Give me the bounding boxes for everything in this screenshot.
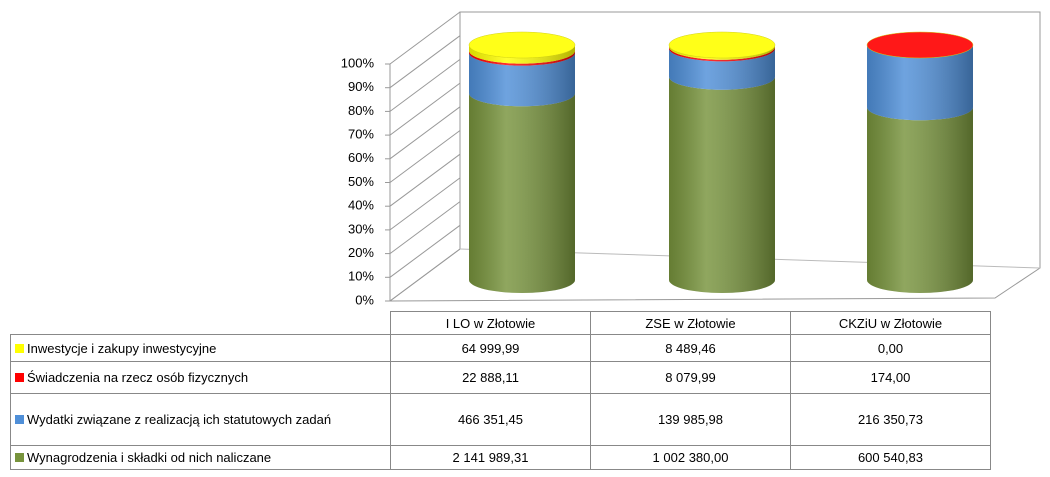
table-header: CKZiU w Złotowie [790, 311, 991, 335]
legend-key [15, 415, 24, 424]
grid-line [389, 224, 461, 278]
grid-line [389, 130, 461, 183]
cylinder-top [668, 31, 776, 59]
table-value: 466 351,45 [390, 393, 591, 446]
table-value: 8 489,46 [590, 334, 791, 362]
table-value: 600 540,83 [790, 445, 991, 470]
cylinder-shade [669, 45, 775, 293]
grid-line [389, 35, 461, 89]
legend-key [15, 373, 24, 382]
grid-line [389, 106, 461, 160]
y-tick-label: 70% [348, 127, 374, 142]
cell-text: 1 002 380,00 [652, 450, 729, 465]
grid-line [389, 153, 461, 207]
legend-label: Wynagrodzenia i składki od nich naliczan… [27, 450, 272, 465]
y-tick-label: 90% [348, 79, 374, 94]
legend-key [15, 453, 24, 462]
legend-cell: Inwestycje i zakupy inwestycyjne [10, 334, 391, 362]
cell-text: 174,00 [870, 370, 911, 385]
table-value: 139 985,98 [590, 393, 791, 446]
y-tick-label: 80% [348, 103, 374, 118]
grid-line [389, 82, 461, 136]
table-value: 174,00 [790, 361, 991, 394]
cylinder-top [468, 31, 576, 59]
cell-text: 22 888,11 [462, 370, 519, 385]
y-tick-label: 60% [348, 150, 374, 165]
cell-text: 216 350,73 [857, 412, 924, 427]
cell-text: 139 985,98 [657, 412, 724, 427]
grid-line [389, 58, 461, 112]
table-value: 64 999,99 [390, 334, 591, 362]
grid-line [389, 201, 461, 255]
legend-label: Wydatki związane z realizacją ich statut… [27, 412, 332, 427]
cylinder-shade [469, 45, 575, 293]
legend-cell: Świadczenia na rzecz osób fizycznych [10, 361, 391, 394]
grid-line [389, 177, 461, 231]
y-tick-label: 20% [348, 245, 374, 260]
table-header: ZSE w Złotowie [590, 311, 791, 335]
y-tick-label: 0% [355, 292, 374, 307]
grid-line [389, 248, 461, 302]
cell-text: CKZiU w Złotowie [838, 315, 943, 331]
table-value: 1 002 380,00 [590, 445, 791, 470]
legend-key [15, 343, 24, 353]
y-tick-label: 30% [348, 221, 374, 236]
cylinder [468, 31, 576, 293]
cell-text: 2 141 989,31 [452, 450, 529, 465]
legend-cell: Wynagrodzenia i składki od nich naliczan… [10, 445, 391, 470]
cylinder [866, 31, 974, 293]
cylinder-top [866, 31, 974, 59]
cell-text: 0,00 [877, 340, 904, 356]
legend-label: Inwestycje i zakupy inwestycyjne [27, 340, 217, 356]
y-tick-label: 10% [348, 269, 374, 284]
cell-text: I LO w Złotowie [445, 315, 536, 331]
cylinder-shade [867, 45, 973, 293]
cylinder [668, 31, 776, 293]
cell-text: ZSE w Złotowie [645, 315, 736, 331]
y-tick-label: 100% [341, 55, 375, 70]
table-value: 2 141 989,31 [390, 445, 591, 470]
cell-text: 8 079,99 [665, 370, 716, 385]
table-header: I LO w Złotowie [390, 311, 591, 335]
legend-cell: Wydatki związane z realizacją ich statut… [10, 393, 391, 446]
cell-text: 8 489,46 [665, 340, 716, 356]
cell-text: 600 540,83 [857, 450, 924, 465]
y-tick-label: 40% [348, 198, 374, 213]
table-value: 8 079,99 [590, 361, 791, 394]
table-value: 22 888,11 [390, 361, 591, 394]
table-value: 0,00 [790, 334, 991, 362]
grid-line [389, 11, 461, 65]
table-value: 216 350,73 [790, 393, 991, 446]
cell-text: 64 999,99 [461, 340, 520, 356]
y-tick-label: 50% [348, 174, 374, 189]
cell-text: 466 351,45 [457, 412, 524, 427]
legend-label: Świadczenia na rzecz osób fizycznych [27, 370, 249, 385]
